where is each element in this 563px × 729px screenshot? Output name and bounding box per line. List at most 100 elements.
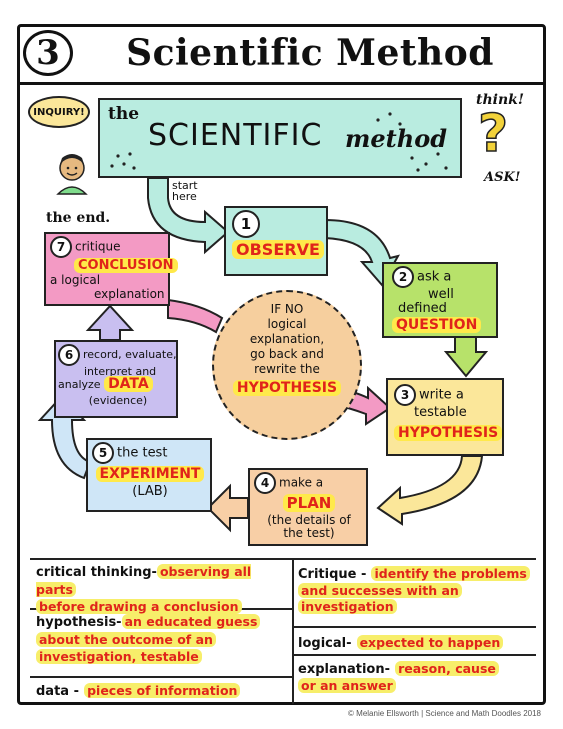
critique-def-3: investigation [298,599,397,614]
step-2-badge: 2 [392,266,414,288]
arrow-2-3 [443,333,489,378]
defined-text: defined [398,301,447,316]
hypothesis-term: hypothesis- [36,615,122,630]
retry-circle-text: IF NO logical explanation, go back and r… [212,302,362,396]
arrow-start [147,177,230,255]
credit-text: © Melanie Ellsworth | Science and Math D… [348,709,541,718]
record-text: record, evaluate, [83,348,177,361]
step-5-text: 5 the test EXPERIMENT (LAB) [92,442,208,499]
critical-thinking-def-2: before drawing a conclusion [36,599,242,614]
question-text: QUESTION [392,317,482,333]
the-test-text: the test [117,445,168,461]
here-text: here [172,190,197,203]
arrow-1-2 [324,218,400,287]
a-logical-text: a logical [50,273,101,287]
ask-label: ASK! [484,170,521,185]
critical-thinking-term: critical thinking- [36,565,157,580]
page-number-badge: 3 [23,30,73,76]
explanation-step-text: explanation [94,287,165,301]
vocab-data: data - pieces of information [36,682,288,700]
step-4-badge: 4 [254,472,276,494]
step-2-text: 2 ask a well defined QUESTION [392,266,482,333]
plan-details-2: the test) [283,526,335,540]
arrow-3-4 [376,455,484,526]
the-end-label: the end. [46,210,111,226]
explanation-def-1: reason, cause [395,661,499,676]
analyze-text: analyze [58,378,101,391]
step-1-badge: 1 [232,210,260,238]
hypothesis-step-text: HYPOTHESIS [394,425,503,441]
make-a-text: make a [279,475,324,490]
vocab-hypothesis: hypothesis-an educated guess about the o… [36,613,288,665]
vocab-critique: Critique - identify the problems and suc… [298,565,534,614]
vocab-right-rule-2 [292,654,536,656]
vocab-left-rule-2 [30,676,292,678]
student-icon [56,154,88,195]
question-mark-icon: ? [477,103,509,165]
banner-method: method [345,124,447,153]
inquiry-label: INQUIRY! [33,106,85,118]
vocab-right-rule-1 [292,626,536,628]
vocab-logical: logical- expected to happen [298,634,534,651]
critique-def-1: identify the problems [371,566,530,581]
critique-term: Critique - [298,567,367,582]
data-def-1: pieces of information [84,683,241,698]
lab-text: (LAB) [132,484,168,499]
step-5-badge: 5 [92,442,114,464]
step-1-number: 1 [232,210,263,238]
rewrite-text: rewrite the [254,362,320,376]
think-label: think! [476,92,524,108]
ask-a-text: ask a [417,269,452,285]
center-hypothesis-text: HYPOTHESIS [232,380,342,396]
explanation-def-2: or an answer [298,678,396,693]
vocab-critical-thinking: critical thinking-observing all parts be… [36,563,288,615]
step-observe-label: OBSERVE [232,240,324,259]
write-a-text: write a [419,387,464,403]
experiment-text: EXPERIMENT [95,466,205,482]
observe-text: OBSERVE [232,240,324,259]
page-title: Scientific Method [126,32,494,74]
vocab-explanation: explanation- reason, cause or an answer [298,660,534,693]
arrow-6-7 [85,304,135,341]
vocab-center-rule [292,558,294,704]
step-7-text: 7 critique CONCLUSION a logical explanati… [50,236,178,301]
if-no-text: IF NO [270,302,304,316]
step-6-badge: 6 [58,344,80,366]
critique-step-text: critique [75,239,121,254]
title-banner [98,98,462,178]
retry-circle [212,290,362,440]
start-here-label: start here [172,180,198,202]
step-3-badge: 3 [394,384,416,406]
data-text: DATA [104,376,153,392]
logical-center-text: logical [267,317,307,331]
plan-text: PLAN [282,494,336,512]
step-7-badge: 7 [50,236,72,258]
explanation-term: explanation- [298,662,391,677]
step-3-text: 3 write a testable HYPOTHESIS [394,384,503,441]
logical-def-1: expected to happen [356,635,504,650]
testable-text: testable [414,405,467,420]
worksheet-frame [17,24,546,705]
critique-def-2: and successes with an [298,583,462,598]
data-term: data - [36,684,79,699]
arrow-7-circle [167,298,224,334]
go-back-text: go back and [250,347,324,361]
inquiry-badge: INQUIRY! [28,96,90,128]
hypothesis-def-3: investigation, testable [36,649,202,664]
banner-scientific: SCIENTIFIC [148,118,323,153]
plan-details-1: (the details of [267,513,351,527]
well-text: well [428,287,454,302]
step-6-text: 6 record, evaluate, interpret and analyze… [58,344,178,407]
arrow-4-5 [206,483,249,533]
banner-the: the [108,104,140,124]
hypothesis-def-2: about the outcome of an [36,632,216,647]
logical-term: logical- [298,636,352,651]
page-number: 3 [36,33,60,73]
title-divider [17,82,546,85]
step-4-text: 4 make a PLAN (the details of the test) [254,472,364,540]
hypothesis-def-1: an educated guess [121,614,261,629]
explanation-center-text: explanation, [249,332,325,346]
conclusion-text: CONCLUSION [74,258,178,273]
banner-dots [110,112,448,172]
